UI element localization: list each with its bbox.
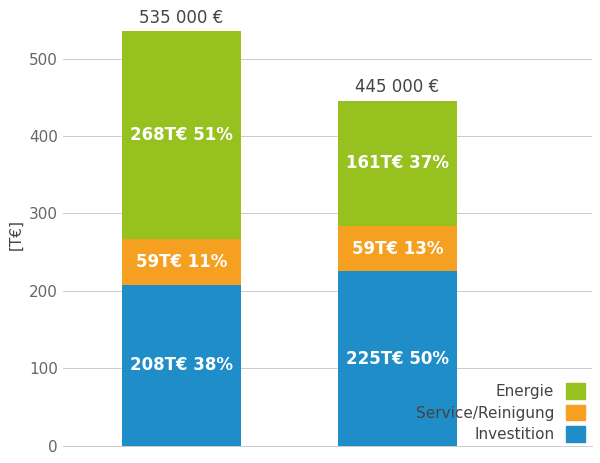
Bar	[122, 239, 241, 285]
Text: 161T€ 37%: 161T€ 37%	[346, 155, 449, 172]
Bar	[338, 101, 457, 226]
Bar	[338, 226, 457, 271]
Text: 59T€ 13%: 59T€ 13%	[352, 240, 443, 257]
Legend: Energie, Service/Reinigung, Investition: Energie, Service/Reinigung, Investition	[411, 379, 589, 446]
Bar	[338, 271, 457, 446]
Text: 225T€ 50%: 225T€ 50%	[346, 350, 449, 368]
Text: 59T€ 11%: 59T€ 11%	[136, 253, 227, 271]
Text: 208T€ 38%: 208T€ 38%	[130, 356, 233, 374]
Bar	[122, 31, 241, 239]
Text: 535 000 €: 535 000 €	[139, 9, 224, 27]
Text: 445 000 €: 445 000 €	[355, 79, 439, 96]
Text: 268T€ 51%: 268T€ 51%	[130, 126, 233, 144]
Y-axis label: [T€]: [T€]	[8, 219, 23, 250]
Bar	[122, 285, 241, 446]
